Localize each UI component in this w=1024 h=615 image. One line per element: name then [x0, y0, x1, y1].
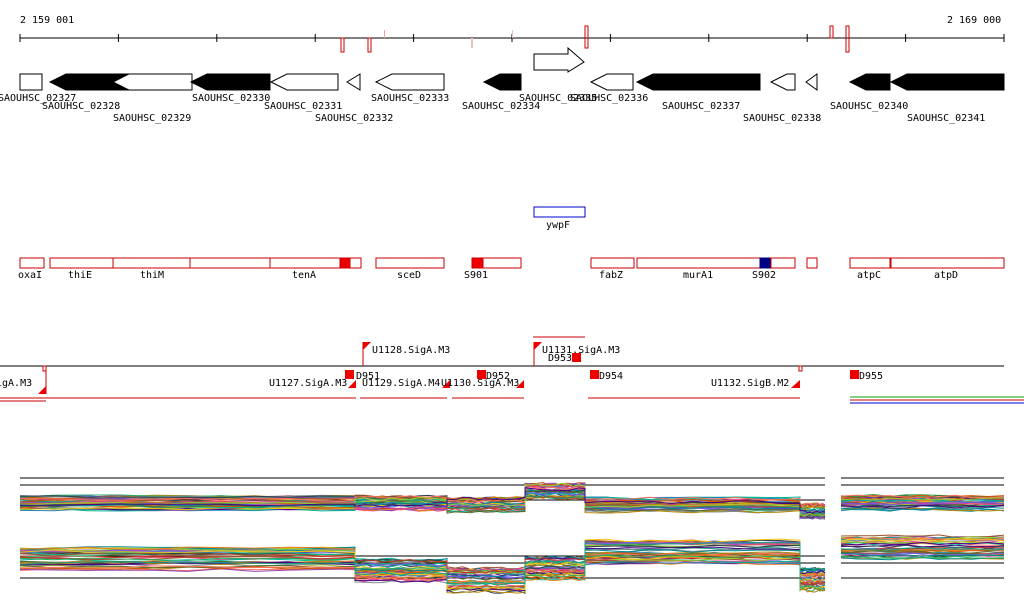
- regulatory-track: igA.M3 U1127.SigA.M3 U1128.SigA.M3 U1129…: [0, 336, 1024, 404]
- gene-arrow[interactable]: [769, 73, 796, 91]
- annotation-label: sceD: [397, 270, 421, 281]
- gene-label: SAOUHSC_02338: [743, 113, 821, 124]
- annotation-box[interactable]: [49, 257, 114, 269]
- gene-arrow[interactable]: [533, 46, 585, 73]
- terminator-mark[interactable]: [850, 370, 859, 379]
- gene-label: SAOUHSC_02336: [570, 93, 648, 104]
- gene-label: SAOUHSC_02332: [315, 113, 393, 124]
- extra-feature-ywpF[interactable]: ywpF: [533, 206, 586, 231]
- gene-arrow[interactable]: [269, 73, 339, 91]
- annotation-label: fabZ: [599, 270, 623, 281]
- end-coordinate: 2 169 000: [947, 15, 1001, 26]
- gene-arrow[interactable]: [482, 73, 522, 91]
- annotation-label: thiE: [68, 270, 92, 281]
- gene-arrow[interactable]: [189, 73, 271, 91]
- annotation-box[interactable]: [19, 257, 45, 269]
- annotation-box[interactable]: [471, 257, 484, 269]
- promoter-label: U1132.SigB.M2: [711, 378, 789, 389]
- terminator-label: D955: [859, 371, 883, 382]
- promoter-label: U1127.SigA.M3: [269, 378, 347, 389]
- annotation-box[interactable]: [482, 257, 522, 269]
- terminator-mark[interactable]: [345, 370, 354, 379]
- annotation-label: S902: [752, 270, 776, 281]
- gene-label: SAOUHSC_02329: [113, 113, 191, 124]
- gene-label: SAOUHSC_02327: [0, 93, 76, 104]
- annotation-label: S901: [464, 270, 488, 281]
- terminator-label: D951: [356, 371, 380, 382]
- gene-track: [19, 46, 1005, 91]
- promoter-label: U1128.SigA.M3: [372, 345, 450, 356]
- gene-label: SAOUHSC_02335: [519, 93, 597, 104]
- gene-label: SAOUHSC_02328: [42, 101, 120, 112]
- terminator-mark[interactable]: [477, 370, 486, 379]
- expression-profiles: [19, 477, 1005, 594]
- promoter-label: U1130.SigA.M3: [441, 378, 519, 389]
- promoter-label: U1129.SigA.M4: [362, 378, 440, 389]
- annotation-box[interactable]: [349, 257, 362, 269]
- gene-arrow[interactable]: [589, 73, 634, 91]
- annotation-track: oxaI thiE thiM tenA sceD S901 fabZ murA1…: [18, 257, 1005, 281]
- gene-label: SAOUHSC_02333: [371, 93, 449, 104]
- gene-label: SAOUHSC_02341: [907, 113, 985, 124]
- annotation-label: murA1: [683, 270, 713, 281]
- annotation-box[interactable]: [890, 257, 1005, 269]
- annotation-label: thiM: [140, 270, 164, 281]
- annotation-label: tenA: [292, 270, 316, 281]
- gene-label: SAOUHSC_02334: [462, 101, 540, 112]
- terminator-mark[interactable]: [590, 370, 599, 379]
- gene-arrow[interactable]: [805, 73, 818, 91]
- expression-trace: [19, 541, 1005, 586]
- gene-arrow[interactable]: [635, 73, 761, 91]
- gene-arrow[interactable]: [889, 73, 1005, 91]
- annotation-box[interactable]: [849, 257, 891, 269]
- annotation-box[interactable]: [375, 257, 445, 269]
- expression-trace: [20, 487, 1005, 514]
- terminator-label: D954: [599, 371, 623, 382]
- annotation-box[interactable]: [806, 257, 818, 269]
- gene-arrow[interactable]: [111, 73, 193, 91]
- gene-labels: SAOUHSC_02327 SAOUHSC_02328 SAOUHSC_0232…: [0, 93, 985, 124]
- svg-text:ywpF: ywpF: [546, 220, 570, 231]
- gene-arrow[interactable]: [19, 73, 43, 91]
- start-coordinate: 2 159 001: [20, 15, 74, 26]
- annotation-box[interactable]: [269, 257, 341, 269]
- annotation-label: atpC: [857, 270, 881, 281]
- annotation-box[interactable]: [590, 257, 635, 269]
- annotation-box[interactable]: [770, 257, 796, 269]
- promoter-label: igA.M3: [0, 378, 32, 389]
- gene-arrow[interactable]: [346, 73, 361, 91]
- annotation-box[interactable]: [112, 257, 191, 269]
- promoter-label: U1131.SigA.M3: [542, 345, 620, 356]
- coordinate-ruler: 2 159 001 2 169 000: [19, 15, 1005, 53]
- gene-arrow[interactable]: [374, 73, 445, 91]
- gene-label: SAOUHSC_02331: [264, 101, 342, 112]
- annotation-box[interactable]: [759, 257, 772, 269]
- annotation-label: atpD: [934, 270, 958, 281]
- gene-arrow[interactable]: [848, 73, 891, 91]
- terminator-label: D953: [548, 353, 572, 364]
- gene-label: SAOUHSC_02340: [830, 101, 908, 112]
- gene-label: SAOUHSC_02337: [662, 101, 740, 112]
- annotation-label: oxaI: [18, 270, 42, 281]
- terminator-mark[interactable]: [572, 353, 581, 362]
- annotation-box[interactable]: [636, 257, 761, 269]
- annotation-box[interactable]: [340, 257, 351, 269]
- terminator-label: D952: [486, 371, 510, 382]
- gene-label: SAOUHSC_02330: [192, 93, 270, 104]
- annotation-box[interactable]: [189, 257, 271, 269]
